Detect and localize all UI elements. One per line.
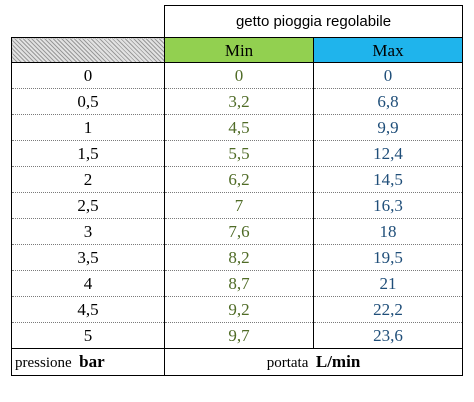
flow-rate-table: getto pioggia regolabile Min Max 0 0 0 0,5 3… bbox=[11, 5, 463, 376]
table-row: 1,5 5,5 12,4 bbox=[11, 140, 463, 167]
pressure-unit-label: pressione bar bbox=[11, 348, 165, 376]
min-value-cell: 6,2 bbox=[164, 166, 314, 193]
max-value-cell: 6,8 bbox=[313, 88, 463, 115]
table-row: 2,5 7 16,3 bbox=[11, 192, 463, 219]
max-value-cell: 21 bbox=[313, 270, 463, 297]
table-row: 5 9,7 23,6 bbox=[11, 322, 463, 349]
min-value-cell: 8,7 bbox=[164, 270, 314, 297]
max-value-cell: 14,5 bbox=[313, 166, 463, 193]
max-value-cell: 23,6 bbox=[313, 322, 463, 349]
flow-label: portata bbox=[266, 355, 309, 371]
pressure-cell: 5 bbox=[11, 322, 165, 349]
table-row: 0,5 3,2 6,8 bbox=[11, 88, 463, 115]
min-value-cell: 9,2 bbox=[164, 296, 314, 323]
pressure-unit: bar bbox=[79, 352, 105, 371]
blank-corner bbox=[12, 6, 165, 38]
max-value-cell: 22,2 bbox=[313, 296, 463, 323]
max-value-cell: 9,9 bbox=[313, 114, 463, 141]
pressure-cell: 0 bbox=[11, 62, 165, 89]
min-value-cell: 7,6 bbox=[164, 218, 314, 245]
table-title: getto pioggia regolabile bbox=[164, 5, 463, 38]
min-value-cell: 9,7 bbox=[164, 322, 314, 349]
patterned-corner-cell bbox=[11, 37, 165, 63]
table-row: 3,5 8,2 19,5 bbox=[11, 244, 463, 271]
min-value-cell: 3,2 bbox=[164, 88, 314, 115]
max-value-cell: 18 bbox=[313, 218, 463, 245]
max-value-cell: 0 bbox=[313, 62, 463, 89]
max-header: Max bbox=[313, 37, 463, 63]
pressure-cell: 0,5 bbox=[11, 88, 165, 115]
title-row: getto pioggia regolabile bbox=[12, 5, 463, 38]
max-value-cell: 16,3 bbox=[313, 192, 463, 219]
min-value-cell: 7 bbox=[164, 192, 314, 219]
table-row: 4 8,7 21 bbox=[11, 270, 463, 297]
min-value-cell: 4,5 bbox=[164, 114, 314, 141]
pressure-cell: 4,5 bbox=[11, 296, 165, 323]
table-row: 1 4,5 9,9 bbox=[11, 114, 463, 141]
table-row: 3 7,6 18 bbox=[11, 218, 463, 245]
header-row: Min Max bbox=[11, 37, 463, 63]
flow-unit: L/min bbox=[315, 352, 361, 371]
pressure-cell: 4 bbox=[11, 270, 165, 297]
min-header: Min bbox=[164, 37, 314, 63]
min-value-cell: 0 bbox=[164, 62, 314, 89]
max-value-cell: 12,4 bbox=[313, 140, 463, 167]
table-row: 2 6,2 14,5 bbox=[11, 166, 463, 193]
footer-row: pressione bar portata L/min bbox=[11, 348, 463, 376]
flow-unit-label: portata L/min bbox=[164, 348, 463, 376]
pressure-cell: 3,5 bbox=[11, 244, 165, 271]
pressure-cell: 3 bbox=[11, 218, 165, 245]
pressure-cell: 1,5 bbox=[11, 140, 165, 167]
pressure-cell: 2 bbox=[11, 166, 165, 193]
min-value-cell: 8,2 bbox=[164, 244, 314, 271]
pressure-label: pressione bbox=[15, 355, 72, 371]
pressure-cell: 1 bbox=[11, 114, 165, 141]
min-value-cell: 5,5 bbox=[164, 140, 314, 167]
max-value-cell: 19,5 bbox=[313, 244, 463, 271]
pressure-cell: 2,5 bbox=[11, 192, 165, 219]
table-row: 4,5 9,2 22,2 bbox=[11, 296, 463, 323]
